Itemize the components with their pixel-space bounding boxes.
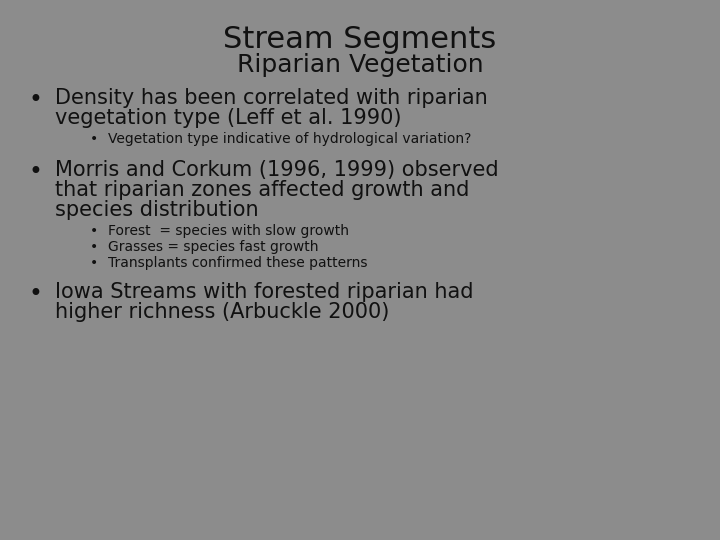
Text: •: • <box>90 240 98 254</box>
Text: Transplants confirmed these patterns: Transplants confirmed these patterns <box>108 256 367 270</box>
Text: •: • <box>28 160 42 184</box>
Text: Iowa Streams with forested riparian had: Iowa Streams with forested riparian had <box>55 282 474 302</box>
Text: Grasses = species fast growth: Grasses = species fast growth <box>108 240 318 254</box>
Text: higher richness (Arbuckle 2000): higher richness (Arbuckle 2000) <box>55 302 390 322</box>
Text: •: • <box>90 256 98 270</box>
Text: Stream Segments: Stream Segments <box>223 25 497 54</box>
Text: Morris and Corkum (1996, 1999) observed: Morris and Corkum (1996, 1999) observed <box>55 160 499 180</box>
Text: •: • <box>90 224 98 238</box>
Text: •: • <box>28 282 42 306</box>
Text: Vegetation type indicative of hydrological variation?: Vegetation type indicative of hydrologic… <box>108 132 472 146</box>
Text: that riparian zones affected growth and: that riparian zones affected growth and <box>55 180 469 200</box>
Text: vegetation type (Leff et al. 1990): vegetation type (Leff et al. 1990) <box>55 108 402 128</box>
Text: •: • <box>28 88 42 112</box>
Text: •: • <box>90 132 98 146</box>
Text: species distribution: species distribution <box>55 200 258 220</box>
Text: Riparian Vegetation: Riparian Vegetation <box>237 53 483 77</box>
Text: Forest  = species with slow growth: Forest = species with slow growth <box>108 224 349 238</box>
Text: Density has been correlated with riparian: Density has been correlated with riparia… <box>55 88 487 108</box>
